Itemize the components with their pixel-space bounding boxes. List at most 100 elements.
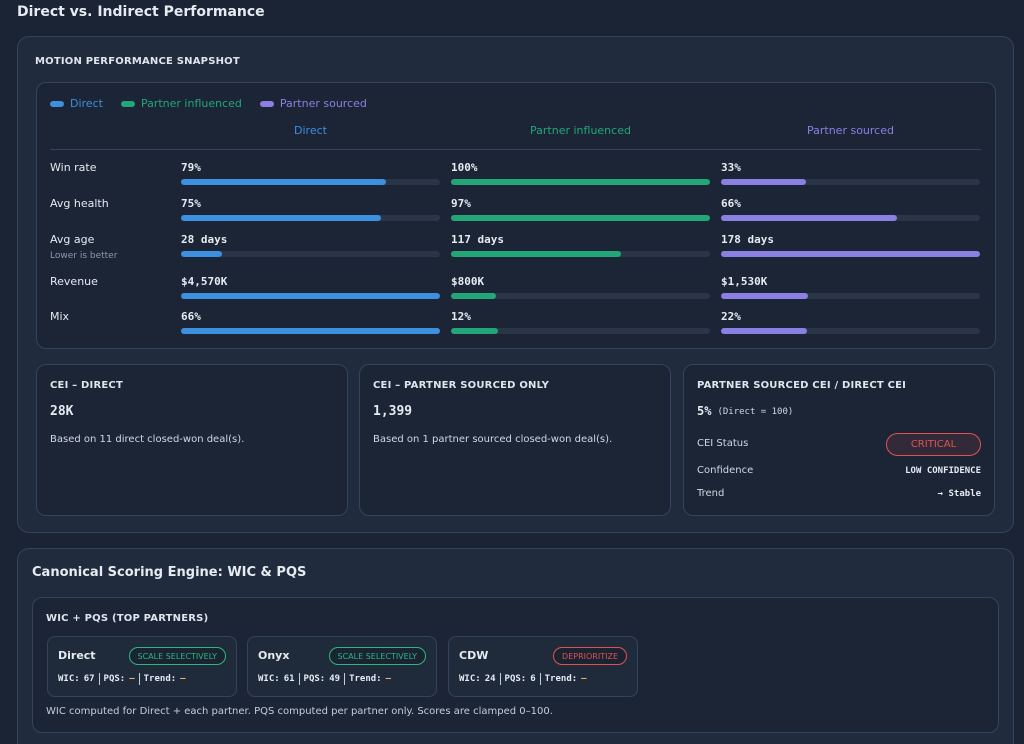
legend-label: Partner sourced (279, 97, 367, 110)
partner-metrics: WIC: 67 PQS: – Trend: – (58, 673, 190, 685)
bar-track (721, 251, 980, 257)
metric-value: 49 (329, 674, 341, 684)
header-divider (50, 149, 981, 150)
bar-track (721, 215, 980, 221)
bar-track (721, 293, 980, 299)
bar (181, 293, 440, 299)
value-label: 97% (451, 197, 471, 210)
ratio-card (683, 364, 995, 516)
value-label: 75% (181, 197, 201, 210)
bar (721, 251, 980, 257)
row-note: Lower is better (50, 251, 118, 261)
cei-note: Based on 1 partner sourced closed-won de… (373, 434, 613, 445)
ratio-title: PARTNER SOURCED CEI / DIRECT CEI (697, 380, 907, 391)
legend-label: Direct (70, 97, 103, 110)
value-label: 28 days (181, 233, 228, 246)
metric-label: WIC: (58, 674, 80, 684)
bar-track (451, 328, 710, 334)
row-label: Avg health (50, 197, 109, 210)
partner-card (247, 636, 437, 697)
bar (721, 215, 898, 221)
bar-track (181, 215, 440, 221)
bar (451, 179, 710, 185)
value-label: 22% (721, 310, 741, 323)
cei-title: CEI – DIRECT (50, 380, 123, 391)
value-label: 66% (721, 197, 741, 210)
status-label: Trend (697, 488, 725, 499)
metric: Trend: – (539, 673, 591, 685)
metric-value: – (385, 674, 391, 684)
value-label: 117 days (451, 233, 504, 246)
cei-card (36, 364, 348, 516)
column-header: Direct (294, 124, 327, 137)
legend-swatch (120, 101, 135, 107)
metric-label: Trend: (143, 674, 177, 684)
status-value: → Stable (937, 489, 981, 499)
metric: WIC: 67 (58, 673, 99, 685)
bar (721, 293, 808, 299)
bar-track (721, 328, 980, 334)
legend-label: Partner influenced (140, 97, 242, 110)
metric-value: – (581, 674, 587, 684)
metric: WIC: 24 (459, 673, 500, 685)
cei-card (359, 364, 671, 516)
bar-track (181, 179, 440, 185)
value-label: 100% (451, 161, 478, 174)
partners-title: WIC + PQS (TOP PARTNERS) (46, 613, 209, 624)
bar (181, 328, 440, 334)
cei-value: 28K (50, 404, 74, 419)
value-label: 33% (721, 161, 741, 174)
bar-track (181, 293, 440, 299)
metric: PQS: 6 (499, 673, 540, 685)
bar (181, 179, 386, 185)
value-label: 178 days (721, 233, 774, 246)
page-title: Direct vs. Indirect Performance (17, 4, 265, 20)
metric-label: WIC: (258, 674, 280, 684)
bar-track (451, 293, 710, 299)
bar (451, 293, 497, 299)
bar-track (451, 251, 710, 257)
ratio-value: 5% (697, 404, 712, 418)
row-label: Revenue (50, 275, 98, 288)
metric-label: PQS: (103, 674, 126, 684)
legend-swatch (50, 101, 64, 107)
bar-track (451, 179, 710, 185)
partner-name: Onyx (258, 649, 290, 662)
metric-value: – (180, 674, 186, 684)
bar (721, 179, 807, 185)
partner-name: Direct (58, 649, 96, 662)
metric: Trend: – (344, 673, 395, 685)
partner-metrics: WIC: 24 PQS: 6 Trend: – (459, 673, 591, 685)
row-label: Mix (50, 310, 70, 323)
metric-value: 6 (530, 674, 536, 684)
metric: PQS: – (98, 673, 139, 685)
metric: WIC: 61 (258, 673, 299, 685)
value-label: 12% (451, 310, 471, 323)
row-label: Win rate (50, 161, 97, 174)
scoring-footer: WIC computed for Direct + each partner. … (46, 706, 553, 717)
value-label: 79% (181, 161, 201, 174)
value-label: $4,570K (181, 275, 228, 288)
status-value: LOW CONFIDENCE (905, 466, 981, 476)
metric-value: 24 (484, 674, 496, 684)
metric-label: Trend: (544, 674, 578, 684)
value-label: $800K (451, 275, 485, 288)
bar (181, 215, 382, 221)
row-label: Avg age (50, 233, 95, 246)
bar (451, 328, 499, 334)
bar-track (181, 251, 440, 257)
bar-track (721, 179, 980, 185)
status-label: CEI Status (697, 438, 749, 449)
status-badge: CRITICAL (886, 433, 981, 456)
bar-track (181, 328, 440, 334)
bar (451, 215, 710, 221)
cei-value: 1,399 (373, 404, 413, 419)
bar (181, 251, 222, 257)
metric: Trend: – (138, 673, 190, 685)
partner-badge: SCALE SELECTIVELY (328, 647, 426, 665)
column-header: Partner sourced (807, 124, 894, 137)
partner-name: CDW (459, 649, 489, 662)
bar (451, 251, 622, 257)
partner-metrics: WIC: 61 PQS: 49 Trend: – (258, 673, 395, 685)
